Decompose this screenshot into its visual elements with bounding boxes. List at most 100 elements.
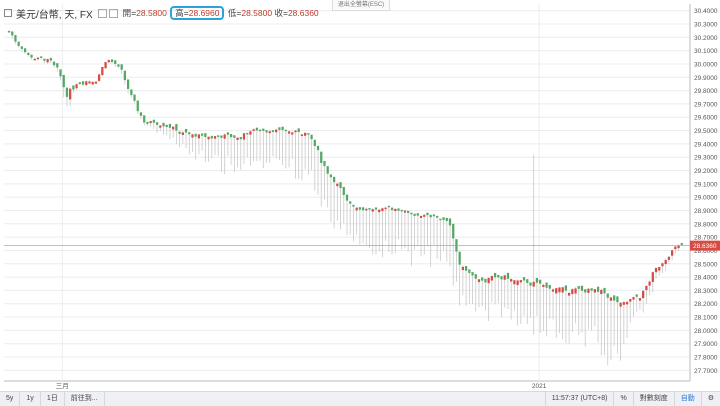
candle-body (506, 272, 510, 279)
chart-area[interactable]: 27.7000 27.8000 27.9000 28.0000 28.1000 28.20… (0, 0, 720, 391)
candle-body (519, 280, 522, 283)
gear-icon[interactable]: ⚙ (700, 392, 720, 406)
candle-body (500, 276, 503, 280)
candle-body (577, 286, 580, 289)
candlestick-chart[interactable]: 27.7000 27.8000 27.9000 28.0000 28.1000 28.20… (0, 0, 720, 391)
candle-body (332, 176, 336, 183)
candle-body (300, 134, 304, 136)
candle-body (603, 287, 606, 294)
candle-body (307, 133, 310, 135)
y-tick-label: 29.4000 (694, 141, 718, 148)
candle-body (654, 267, 658, 273)
settings-icon[interactable] (97, 8, 107, 18)
candle-body (94, 81, 98, 84)
y-tick-label: 28.2000 (694, 301, 718, 308)
candle-body (36, 57, 40, 60)
candle-body (361, 207, 365, 211)
range-1d-button[interactable]: 1日 (41, 392, 65, 406)
candle-body (265, 130, 268, 133)
candle-body (458, 251, 461, 265)
candle-body (442, 217, 445, 220)
candle-body (69, 88, 72, 100)
candle-body (191, 134, 194, 138)
candle-body (400, 209, 403, 212)
y-tick-label: 28.6000 (694, 248, 718, 255)
log-scale-toggle[interactable]: 對數刻度 (632, 392, 674, 406)
exit-fullscreen-hint[interactable]: 退出全螢幕(ESC) (332, 0, 390, 11)
visibility-icon[interactable] (108, 8, 118, 18)
candle-body (75, 84, 78, 89)
y-tick-label: 27.8000 (694, 355, 718, 362)
y-tick-label: 27.7000 (694, 368, 718, 375)
candle-body (65, 87, 69, 97)
candle-body (152, 119, 155, 123)
candle-body (571, 289, 574, 295)
y-tick-label: 29.8000 (694, 88, 718, 95)
last-price-tag (690, 240, 720, 251)
y-tick-label: 28.3000 (694, 288, 718, 295)
candle-body (223, 134, 226, 139)
candle-body (258, 129, 262, 132)
ohlc-values: 開=28.5800 高=28.6960 低=28.5800 收=28.6360 (122, 6, 319, 20)
candle-body (535, 277, 539, 283)
candle-body (403, 210, 407, 213)
y-tick-label: 28.7000 (694, 235, 718, 242)
candle-body (304, 132, 307, 136)
goto-date-button[interactable]: 前往到... (65, 392, 105, 406)
candle-body (81, 81, 85, 85)
candle-body (130, 89, 133, 96)
candle-body (484, 278, 487, 283)
candle-body (339, 182, 342, 189)
bottom-toolbar: 5y 1y 1日 前往到... 11:57:37 (UTC+8) % 對數刻度 … (0, 391, 720, 406)
candle-body (98, 74, 101, 81)
candle-body (390, 207, 394, 210)
candle-body (181, 132, 184, 135)
candle-body (522, 277, 526, 281)
candle-body (172, 126, 175, 130)
candle-body (114, 60, 117, 64)
candle-body (600, 289, 603, 295)
legend-collapse-icon[interactable] (4, 9, 12, 17)
candle-body (352, 204, 355, 207)
candle-body (661, 263, 664, 267)
candle-body (40, 56, 43, 58)
candle-body (30, 54, 33, 58)
candle-body (596, 286, 600, 292)
y-tick-label: 28.9000 (694, 208, 718, 215)
candle-body (188, 132, 191, 135)
x-tick-label: 2021 (532, 383, 547, 390)
candle-body (20, 46, 24, 49)
candle-body (14, 35, 17, 42)
candle-body (555, 288, 558, 294)
candle-body (85, 81, 88, 86)
y-tick-label: 30.1000 (694, 48, 718, 55)
candle-body (474, 274, 477, 279)
percent-toggle[interactable]: % (613, 392, 632, 406)
candle-body (526, 279, 529, 283)
candle-body (355, 207, 358, 211)
candle-body (394, 208, 397, 211)
auto-scale-toggle[interactable]: 自動 (673, 392, 701, 406)
candle-body (159, 125, 162, 128)
candle-body (664, 259, 667, 265)
candle-body (667, 256, 671, 260)
candle-body (513, 280, 516, 285)
candle-body (62, 74, 65, 88)
candle-body (532, 281, 535, 287)
candle-body (149, 121, 152, 124)
candle-body (101, 66, 104, 76)
y-tick-label: 29.3000 (694, 155, 718, 162)
candle-body (294, 130, 297, 133)
candle-body (23, 48, 27, 53)
range-1y-button[interactable]: 1y (20, 392, 41, 406)
candle-body (510, 279, 513, 282)
candle-body (91, 81, 94, 85)
x-tick-label: 三月 (56, 382, 69, 390)
candle-body (117, 64, 120, 67)
candle-body (33, 58, 36, 61)
y-tick-label: 30.4000 (694, 8, 718, 15)
range-5y-button[interactable]: 5y (0, 392, 21, 406)
high-value: 28.6960 (188, 8, 220, 18)
candle-body (226, 132, 230, 135)
candle-body (178, 131, 181, 134)
